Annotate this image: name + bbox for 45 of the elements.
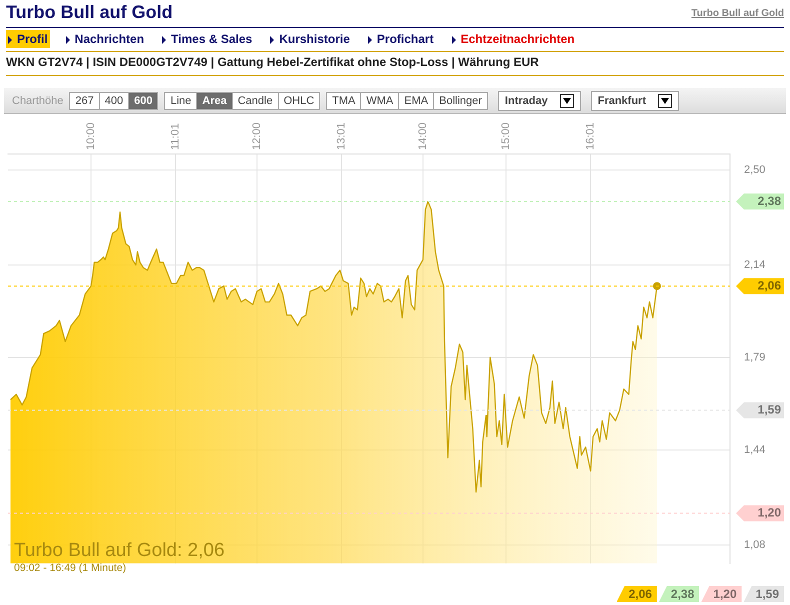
- y-tick-label: 2,14: [744, 258, 766, 271]
- text: Intraday: [498, 90, 581, 110]
- text: Times & Sales: [170, 31, 254, 48]
- text: Kurshistorie: [278, 31, 351, 48]
- x-tick-label: 13:01: [335, 122, 348, 150]
- x-tick-label: 12:00: [250, 122, 263, 150]
- y-tick-label: 1,08: [744, 538, 766, 551]
- text: 1,20: [713, 587, 737, 601]
- text: 400: [98, 92, 130, 110]
- text: Profichart: [376, 31, 435, 48]
- text: OHLC: [278, 92, 320, 110]
- y-tick-label: 2,50: [744, 164, 766, 176]
- text: 2,38: [670, 587, 694, 601]
- x-tick-label: 16:01: [584, 122, 596, 150]
- ref-line-label: 1,20: [758, 506, 782, 520]
- text: Echtzeitnachrichten: [460, 31, 576, 48]
- y-tick-label: 1,44: [744, 444, 766, 456]
- text: WMA: [360, 92, 400, 110]
- text: Line: [164, 92, 198, 110]
- ref-line-label: 2,38: [758, 194, 782, 208]
- x-tick-label: 15:00: [500, 122, 512, 150]
- text: Bollinger: [433, 92, 488, 110]
- text: Frankfurt: [590, 90, 679, 110]
- annotation: Turbo Bull auf Gold: 2,06: [14, 540, 225, 562]
- text: Area: [196, 92, 233, 110]
- chart-subtitle: WKN GT2V74 | ISIN DE000GT2V749 | Gattung Hebel-Zertifikat ohne Stop-Loss | Währung EUR: [6, 55, 539, 69]
- text: Candle: [232, 92, 279, 110]
- y-tick-label: 1,79: [744, 351, 766, 364]
- text: Nachrichten: [74, 31, 146, 48]
- text: Turbo Bull auf Gold: [691, 8, 784, 19]
- text: TMA: [326, 92, 362, 110]
- text: 600: [128, 92, 158, 110]
- ref-line-label: 2,06: [758, 278, 782, 292]
- ref-line-label: 1,59: [758, 402, 782, 417]
- text: Charthöhe: [12, 94, 64, 106]
- x-tick-label: 14:00: [416, 122, 429, 150]
- annotation: 09:02 - 16:49 (1 Minute): [14, 562, 128, 574]
- text: 267: [69, 92, 100, 110]
- x-tick-label: 10:00: [85, 122, 98, 150]
- x-tick-label: 11:01: [169, 123, 182, 150]
- text: EMA: [398, 92, 434, 110]
- text: Profil: [6, 30, 50, 48]
- chart-title: Turbo Bull auf Gold: [6, 2, 173, 23]
- text: 1,59: [756, 587, 779, 601]
- text: 2,06: [628, 587, 652, 601]
